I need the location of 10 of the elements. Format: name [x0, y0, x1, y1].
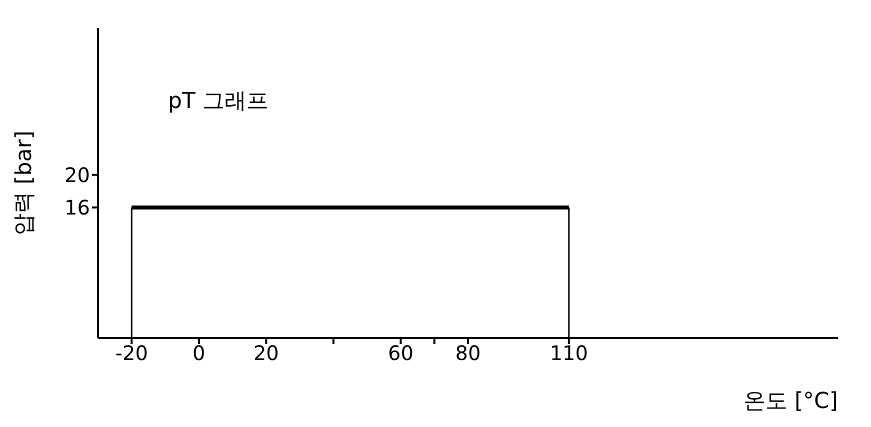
x-tick-label: -20: [115, 341, 148, 366]
x-axis-title: 온도 [°C]: [743, 389, 838, 414]
x-tick-label: 110: [550, 341, 588, 366]
text: pT 그래프: [168, 89, 268, 114]
y-tick-label: 16: [64, 196, 90, 220]
x-tick-label: 60: [388, 341, 414, 366]
x-tick-label: 20: [253, 341, 279, 366]
x-tick-label: 0: [192, 341, 206, 366]
x-tick-label: 80: [455, 341, 481, 366]
y-axis-title: 압력 [bar]: [12, 130, 37, 236]
